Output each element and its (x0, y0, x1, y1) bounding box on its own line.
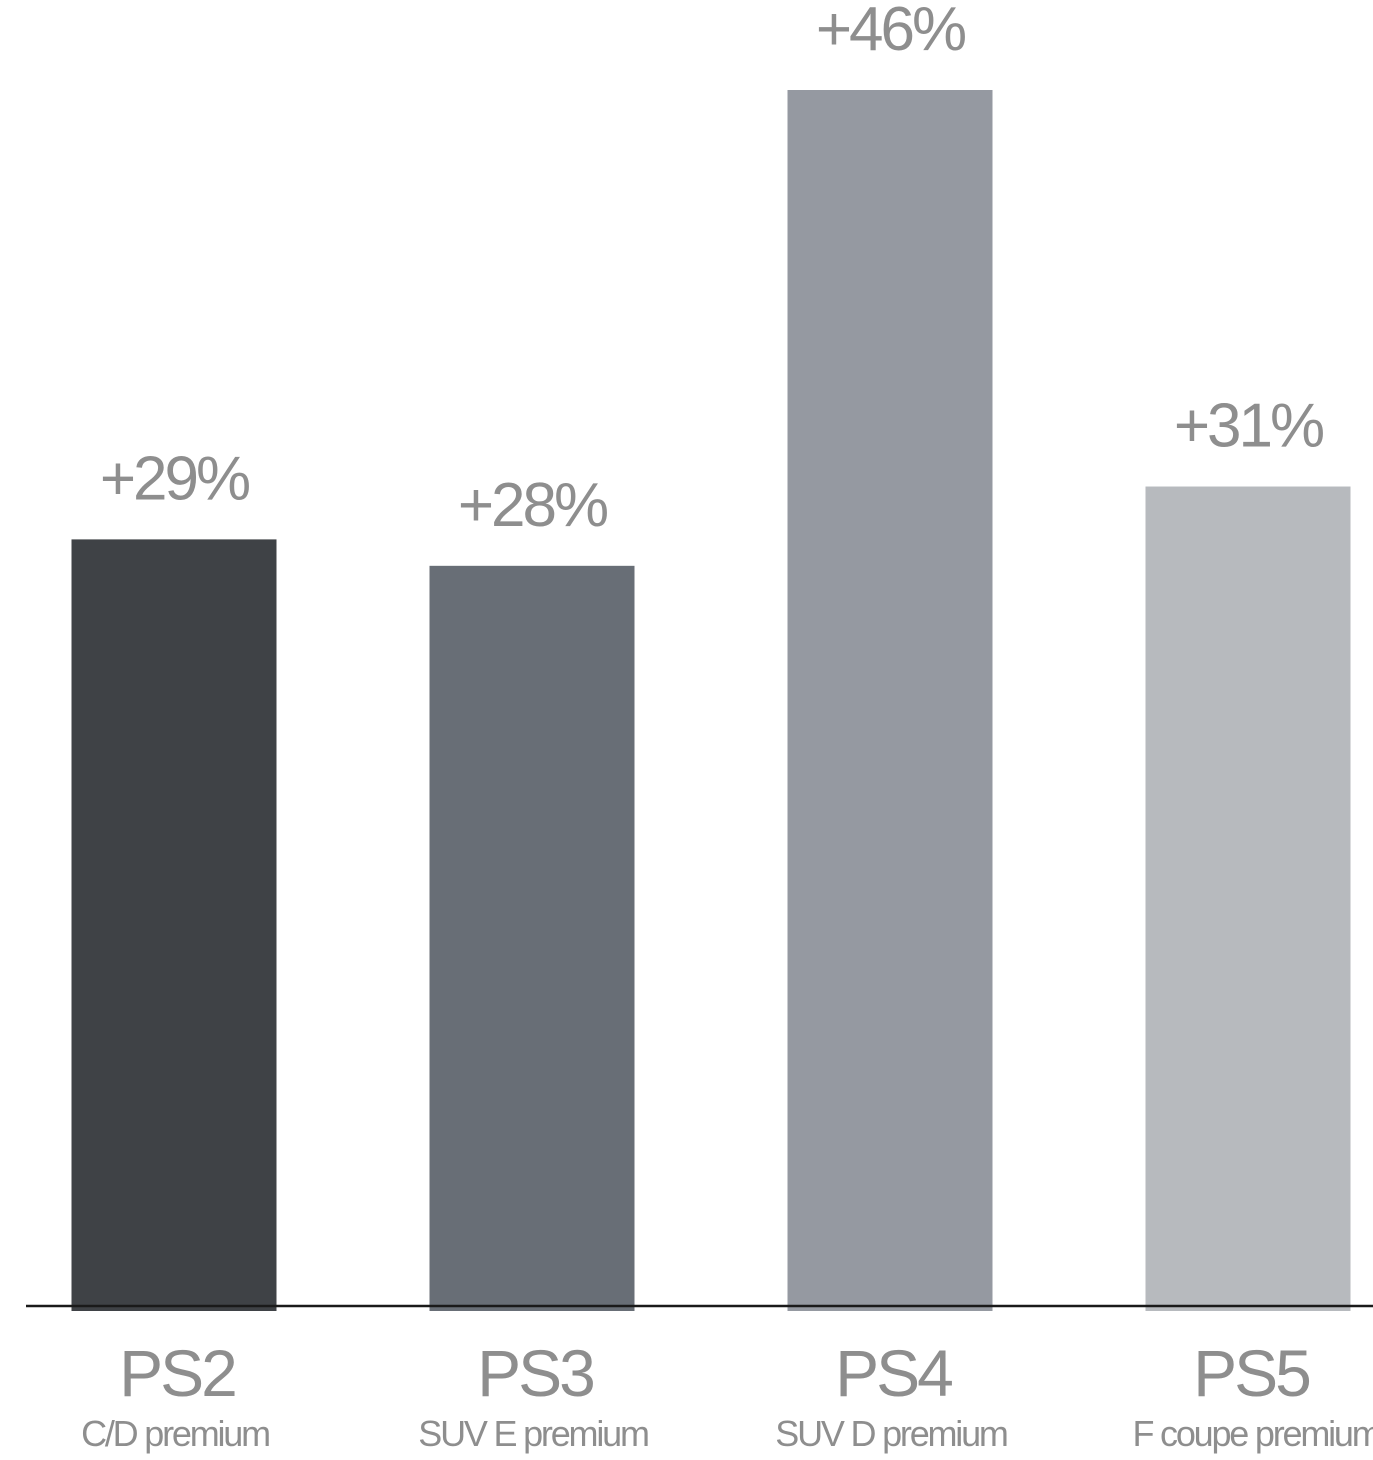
data-label-ps3: +28% (458, 471, 607, 540)
category-label-ps2: PS2 (119, 1336, 235, 1410)
subcategory-label-ps5: F coupe premium (1132, 1413, 1373, 1454)
bar-ps4 (787, 90, 993, 1311)
subcategory-label-ps3: SUV E premium (418, 1413, 648, 1454)
data-label-ps4: +46% (816, 0, 965, 64)
subcategory-label-ps2: C/D premium (81, 1413, 269, 1454)
subcategory-label-ps4: SUV D premium (775, 1413, 1007, 1454)
bar-ps5 (1145, 486, 1351, 1311)
data-label-ps2: +29% (100, 444, 249, 513)
category-label-ps4: PS4 (835, 1336, 952, 1410)
bar-ps3 (429, 565, 635, 1311)
category-label-ps5: PS5 (1193, 1336, 1309, 1410)
bars-layer (71, 90, 1351, 1311)
data-label-ps5: +31% (1174, 392, 1323, 461)
category-label-ps3: PS3 (477, 1336, 593, 1410)
bar-ps2 (71, 539, 277, 1311)
